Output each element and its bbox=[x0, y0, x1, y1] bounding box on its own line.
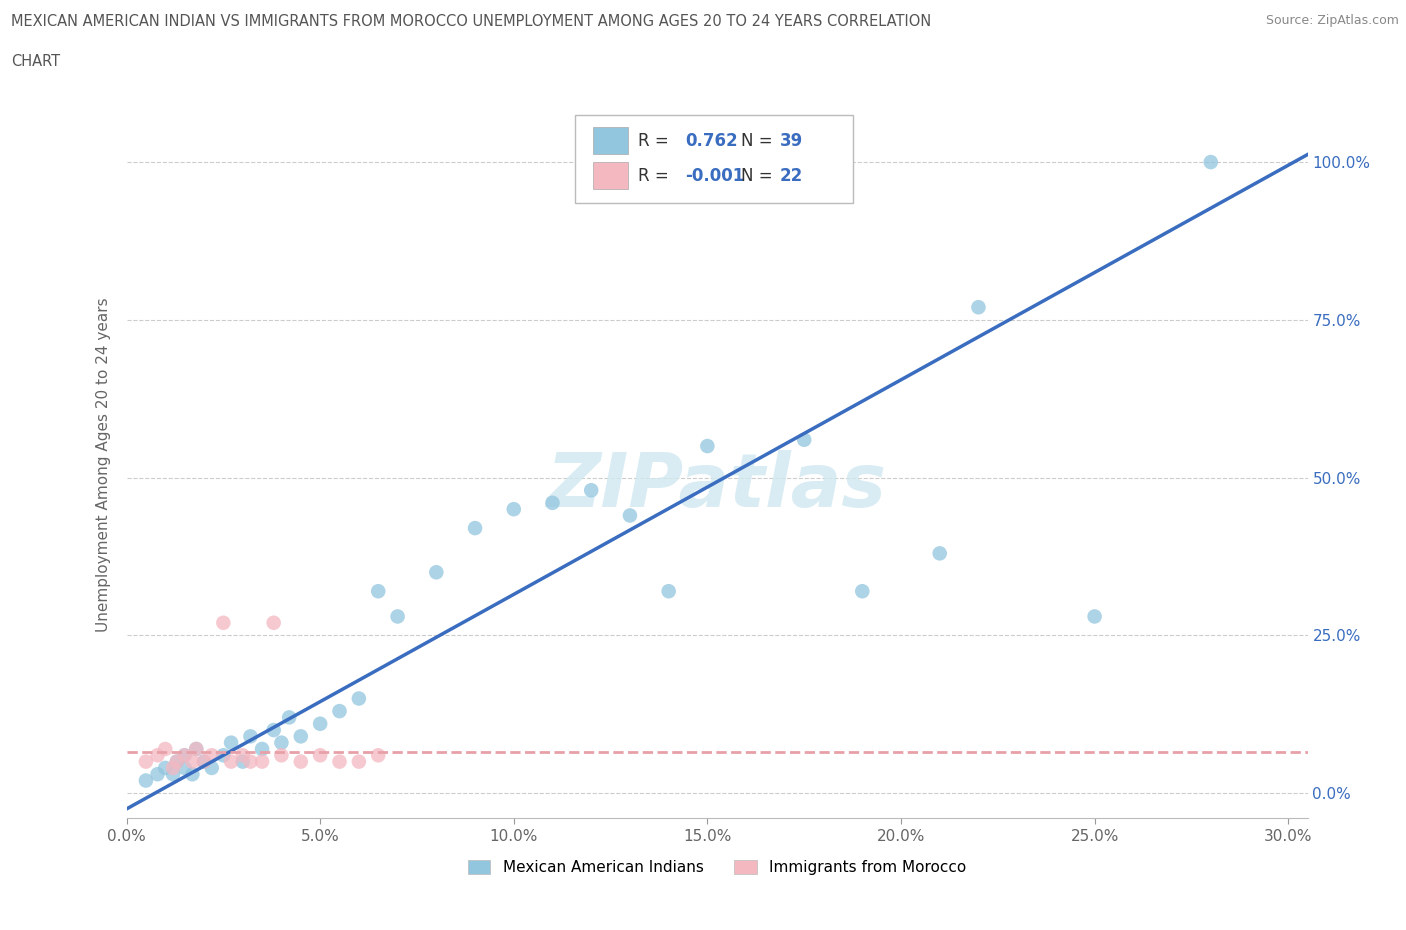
Point bbox=[193, 754, 215, 769]
Point bbox=[1199, 154, 1222, 169]
Point bbox=[186, 741, 208, 756]
Point bbox=[250, 754, 273, 769]
Point bbox=[232, 754, 254, 769]
Text: MEXICAN AMERICAN INDIAN VS IMMIGRANTS FROM MOROCCO UNEMPLOYMENT AMONG AGES 20 TO: MEXICAN AMERICAN INDIAN VS IMMIGRANTS FR… bbox=[11, 14, 932, 29]
FancyBboxPatch shape bbox=[593, 163, 628, 190]
Point bbox=[201, 761, 224, 776]
Point bbox=[425, 565, 447, 579]
Point bbox=[155, 761, 177, 776]
Point bbox=[367, 584, 389, 599]
Text: 0.762: 0.762 bbox=[685, 131, 738, 150]
Point bbox=[309, 716, 332, 731]
Text: R =: R = bbox=[638, 131, 673, 150]
Point bbox=[278, 710, 301, 724]
Point bbox=[250, 741, 273, 756]
Text: N =: N = bbox=[741, 166, 778, 185]
Point bbox=[367, 748, 389, 763]
Text: -0.001: -0.001 bbox=[685, 166, 744, 185]
Point bbox=[263, 616, 285, 631]
Point bbox=[658, 584, 681, 599]
Point bbox=[232, 748, 254, 763]
Point bbox=[186, 741, 208, 756]
Point bbox=[464, 521, 486, 536]
Point bbox=[155, 741, 177, 756]
Point bbox=[328, 704, 350, 719]
Point bbox=[696, 439, 718, 454]
Point bbox=[135, 754, 157, 769]
Point bbox=[212, 748, 235, 763]
Point bbox=[162, 761, 184, 776]
Point bbox=[347, 754, 370, 769]
Text: CHART: CHART bbox=[11, 54, 60, 69]
Point bbox=[166, 754, 188, 769]
Point bbox=[173, 748, 195, 763]
Point bbox=[270, 736, 292, 751]
Point bbox=[793, 432, 815, 447]
Legend: Mexican American Indians, Immigrants from Morocco: Mexican American Indians, Immigrants fro… bbox=[461, 854, 973, 882]
Text: ZIPatlas: ZIPatlas bbox=[547, 450, 887, 523]
Y-axis label: Unemployment Among Ages 20 to 24 years: Unemployment Among Ages 20 to 24 years bbox=[96, 298, 111, 632]
Point bbox=[219, 754, 242, 769]
Point bbox=[387, 609, 409, 624]
Point bbox=[347, 691, 370, 706]
Point bbox=[201, 748, 224, 763]
Point bbox=[239, 754, 262, 769]
Point bbox=[162, 766, 184, 781]
FancyBboxPatch shape bbox=[593, 127, 628, 154]
Point bbox=[239, 729, 262, 744]
Point bbox=[579, 483, 602, 498]
FancyBboxPatch shape bbox=[575, 115, 853, 204]
Text: 22: 22 bbox=[780, 166, 803, 185]
Point bbox=[328, 754, 350, 769]
Point bbox=[146, 766, 169, 781]
Point bbox=[851, 584, 873, 599]
Point bbox=[263, 723, 285, 737]
Point bbox=[146, 748, 169, 763]
Point bbox=[270, 748, 292, 763]
Point bbox=[135, 773, 157, 788]
Point bbox=[619, 508, 641, 523]
Point bbox=[219, 736, 242, 751]
Point bbox=[181, 754, 204, 769]
Point bbox=[173, 761, 195, 776]
Point bbox=[1084, 609, 1107, 624]
Point bbox=[181, 766, 204, 781]
Point bbox=[290, 729, 312, 744]
Point bbox=[290, 754, 312, 769]
Point bbox=[541, 496, 564, 511]
Point bbox=[212, 616, 235, 631]
Text: N =: N = bbox=[741, 131, 778, 150]
Point bbox=[967, 299, 990, 314]
Point bbox=[166, 754, 188, 769]
Text: R =: R = bbox=[638, 166, 673, 185]
Point bbox=[173, 748, 195, 763]
Text: Source: ZipAtlas.com: Source: ZipAtlas.com bbox=[1265, 14, 1399, 27]
Point bbox=[928, 546, 950, 561]
Point bbox=[309, 748, 332, 763]
Point bbox=[502, 502, 524, 517]
Text: 39: 39 bbox=[780, 131, 803, 150]
Point bbox=[193, 754, 215, 769]
